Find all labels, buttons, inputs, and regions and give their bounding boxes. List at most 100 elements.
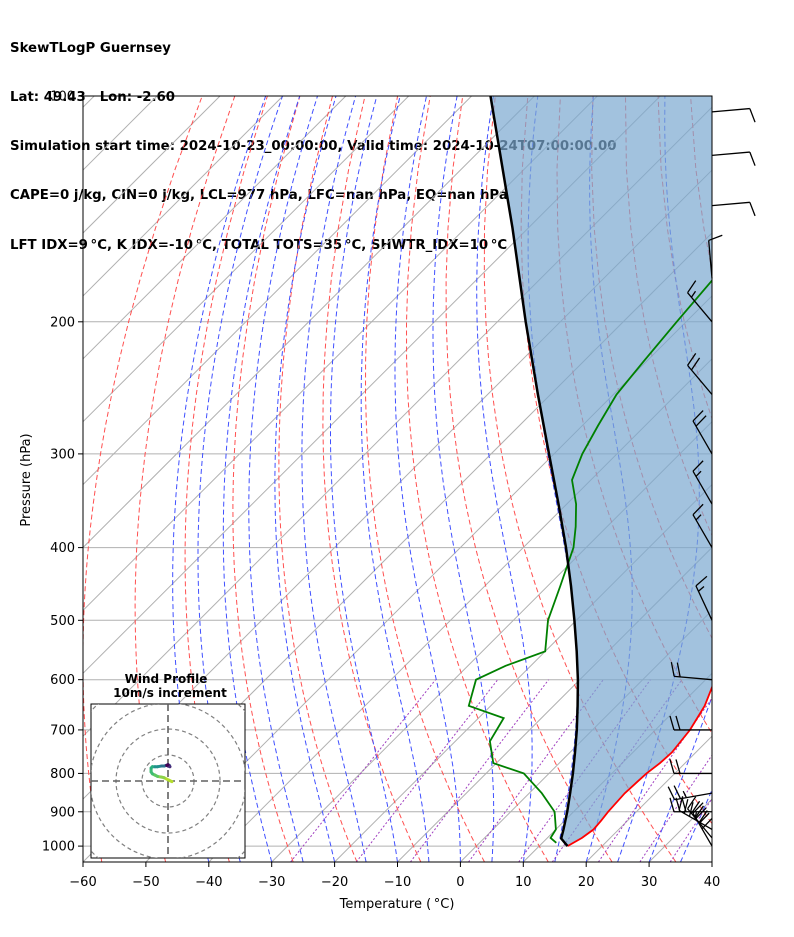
wind-barb-staff xyxy=(692,470,713,505)
moist-adiabat xyxy=(330,96,398,862)
wind-barb xyxy=(692,460,713,505)
mixing-ratio-line xyxy=(355,679,499,862)
isotherm-gridline xyxy=(145,295,712,862)
wind-barb xyxy=(711,151,756,166)
x-tick-label: −20 xyxy=(321,875,348,890)
wind-barb xyxy=(711,201,756,217)
isotherm-gridline xyxy=(83,96,410,423)
wind-barb-flag xyxy=(669,759,675,774)
moist-adiabat xyxy=(222,96,301,862)
wind-barb-flag xyxy=(695,807,707,819)
y-tick-label: 400 xyxy=(50,541,75,556)
wind-barb xyxy=(692,503,713,548)
wind-barb xyxy=(678,796,713,830)
series-dewpoint xyxy=(467,279,712,844)
moist-adiabat xyxy=(648,695,712,862)
wind-barb-flag xyxy=(695,575,708,587)
isotherm-gridline xyxy=(83,96,221,234)
wind-barb-flag xyxy=(669,797,675,812)
dry-adiabat xyxy=(723,96,794,862)
x-tick-label: 0 xyxy=(456,875,464,890)
wind-barb-staff xyxy=(674,792,713,801)
wind-barb-flag xyxy=(669,715,675,731)
wind-barb-flag xyxy=(698,812,710,825)
moist-adiabat xyxy=(360,96,430,862)
moist-adiabat xyxy=(476,96,533,862)
mixing-ratio-line xyxy=(468,679,604,862)
wind-barb xyxy=(669,797,712,813)
dry-adiabat xyxy=(445,96,613,862)
y-axis-label: Pressure (hPa) xyxy=(19,433,34,526)
moist-adiabat xyxy=(394,96,461,862)
wind-barb-staff xyxy=(674,675,713,681)
moist-adiabat xyxy=(432,96,495,862)
x-tick-label: 30 xyxy=(641,875,658,890)
wind-barb-half-flag xyxy=(695,470,702,477)
y-tick-label: 300 xyxy=(50,447,75,462)
dry-adiabat xyxy=(83,96,203,862)
wind-barb-flag xyxy=(698,810,708,823)
wind-barb-half-flag xyxy=(690,290,697,298)
wind-barb-flag xyxy=(687,280,697,294)
wind-barb-flag xyxy=(708,234,723,242)
hodograph-subtitle: 10m/s increment xyxy=(113,686,227,700)
x-tick-label: −30 xyxy=(258,875,285,890)
wind-barbs xyxy=(667,107,756,847)
wind-barb-flag xyxy=(681,797,687,812)
isotherm-gridline xyxy=(83,96,284,297)
wind-barb-staff xyxy=(708,240,713,279)
wind-barb xyxy=(692,410,713,455)
y-tick-label: 100 xyxy=(50,90,75,105)
x-tick-label: −10 xyxy=(384,875,411,890)
wind-barb-staff xyxy=(692,420,713,455)
wind-barb-flag xyxy=(688,802,694,817)
moist-adiabat xyxy=(274,96,337,862)
indices-line-1: CAPE=0 j/kg, CIN=0 j/kg, LCL=977 hPa, LF… xyxy=(10,188,508,204)
wind-barb xyxy=(669,759,712,775)
wind-barb xyxy=(687,352,713,395)
plot-area xyxy=(83,96,794,862)
wind-barb xyxy=(687,280,713,323)
series-parcel-profile xyxy=(489,96,580,847)
wind-barb-flag xyxy=(690,357,701,371)
isotherm-gridline xyxy=(334,483,712,862)
moist-adiabat xyxy=(680,788,712,862)
y-tick-label: 700 xyxy=(50,723,75,738)
mixing-ratio-line xyxy=(669,797,712,862)
dry-adiabat xyxy=(483,96,677,862)
wind-barb xyxy=(667,785,713,801)
dry-adiabat xyxy=(232,96,301,862)
wind-barb-flag xyxy=(667,786,676,801)
x-tick-label: 40 xyxy=(704,875,721,890)
isotherm-gridline xyxy=(83,96,535,549)
wind-barb-staff xyxy=(687,364,713,395)
isotherm-gridline xyxy=(775,96,794,862)
wind-barb xyxy=(708,234,723,279)
dry-adiabat xyxy=(278,96,358,862)
hodograph-plot xyxy=(91,704,245,858)
mixing-ratio-line xyxy=(597,697,712,862)
wind-barb-flag xyxy=(749,108,756,123)
wind-barb xyxy=(669,715,712,731)
wind-barb-staff xyxy=(678,809,713,830)
moist-adiabat xyxy=(172,96,267,862)
wind-barb-flag xyxy=(687,352,697,366)
isotherm-gridline xyxy=(83,96,95,108)
wind-barb-flag xyxy=(687,796,697,810)
wind-barb-flag xyxy=(692,460,704,472)
wind-barb-half-flag xyxy=(698,586,705,592)
indices-line-2: LFT IDX=9 °C, K IDX=-10 °C, TOTAL TOTS=3… xyxy=(10,237,508,253)
wind-barb-half-flag xyxy=(682,790,687,798)
chart-title-block: SkewTLogP Guernsey Lat: 49.43 Lon: -2.60… xyxy=(10,8,617,271)
dry-adiabat xyxy=(788,96,794,862)
wind-barb-half-flag xyxy=(694,812,698,820)
dry-adiabat xyxy=(184,96,268,862)
wind-barb-flag xyxy=(749,151,756,166)
wind-barb-staff xyxy=(711,107,750,113)
wind-barb xyxy=(711,107,756,123)
wind-barb xyxy=(670,661,713,681)
wind-barb-flag xyxy=(676,662,681,678)
mixing-ratio-line xyxy=(290,679,436,862)
